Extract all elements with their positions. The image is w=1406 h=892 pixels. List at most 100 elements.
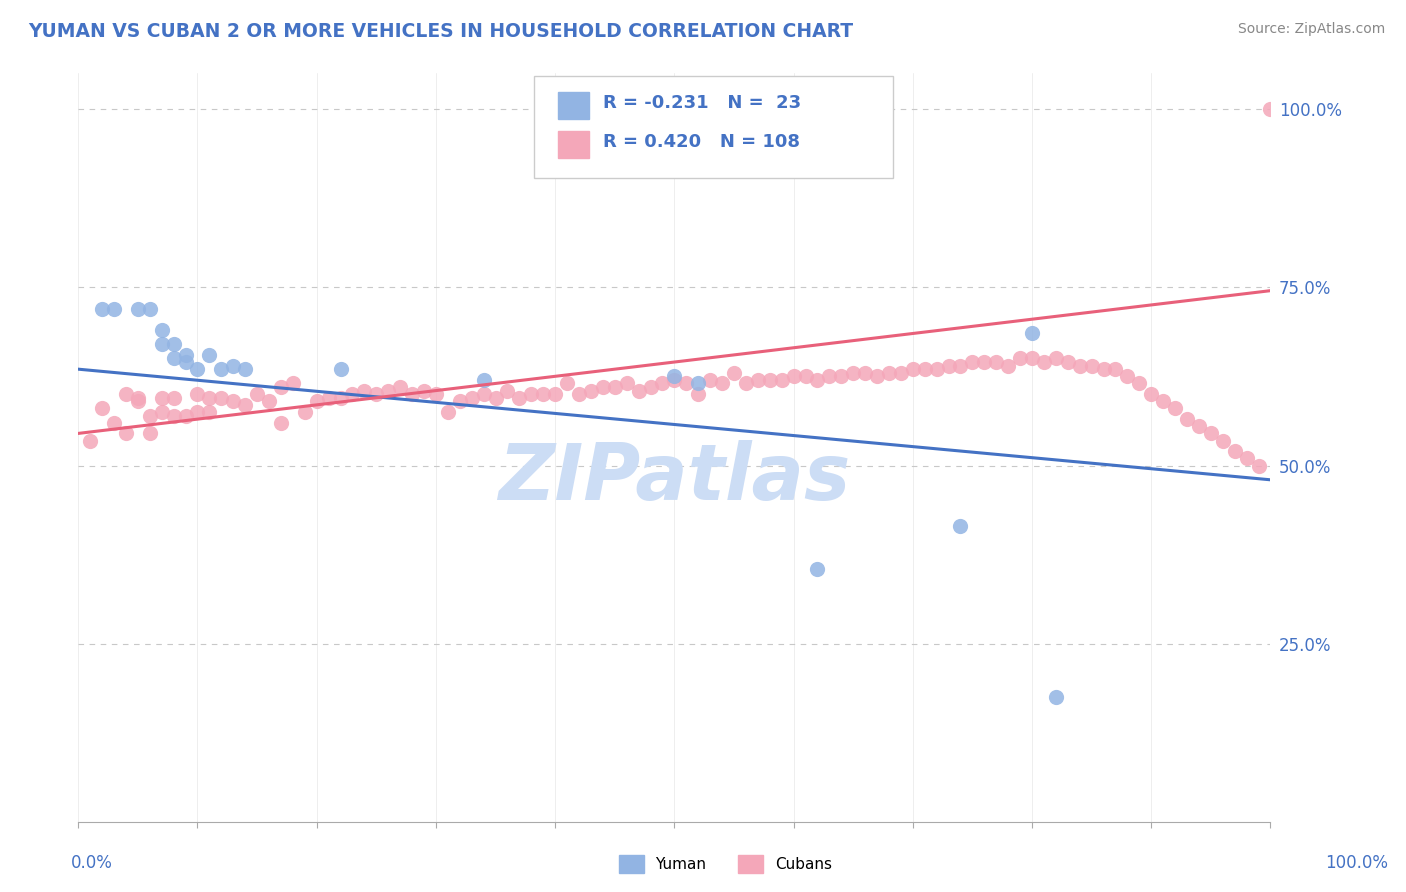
Text: YUMAN VS CUBAN 2 OR MORE VEHICLES IN HOUSEHOLD CORRELATION CHART: YUMAN VS CUBAN 2 OR MORE VEHICLES IN HOU…: [28, 22, 853, 41]
Point: [329, 362, 352, 376]
Point: [1080, 359, 1102, 373]
Point: [401, 387, 423, 401]
Point: [139, 426, 162, 441]
Point: [699, 373, 721, 387]
Point: [150, 337, 173, 351]
Point: [603, 380, 626, 394]
Point: [973, 355, 995, 369]
Point: [818, 369, 841, 384]
Point: [1092, 362, 1115, 376]
Point: [472, 387, 495, 401]
Point: [675, 376, 697, 391]
Point: [127, 394, 149, 409]
Text: R = -0.231   N =  23: R = -0.231 N = 23: [603, 94, 801, 112]
Text: Yuman: Yuman: [655, 857, 706, 871]
Point: [758, 373, 780, 387]
Point: [1175, 412, 1198, 426]
Point: [1152, 394, 1174, 409]
Point: [472, 373, 495, 387]
Point: [139, 301, 162, 316]
Point: [353, 384, 375, 398]
Point: [366, 387, 388, 401]
Point: [914, 362, 936, 376]
Point: [150, 323, 173, 337]
Point: [579, 384, 602, 398]
Point: [806, 373, 828, 387]
Point: [174, 409, 197, 423]
Point: [664, 373, 686, 387]
Point: [150, 391, 173, 405]
Point: [901, 362, 924, 376]
Point: [174, 355, 197, 369]
Point: [877, 366, 900, 380]
Point: [770, 373, 793, 387]
Point: [91, 401, 114, 416]
Point: [711, 376, 734, 391]
Point: [257, 394, 280, 409]
Point: [1236, 451, 1258, 466]
Point: [1045, 351, 1067, 366]
Point: [1010, 351, 1032, 366]
Point: [1260, 102, 1282, 116]
Point: [150, 405, 173, 419]
Point: [425, 387, 447, 401]
Point: [664, 369, 686, 384]
Point: [592, 380, 614, 394]
Point: [127, 301, 149, 316]
Point: [484, 391, 506, 405]
Point: [163, 351, 186, 366]
Point: [1188, 419, 1211, 434]
Point: [806, 562, 828, 576]
Point: [496, 384, 519, 398]
Point: [616, 376, 638, 391]
Text: R = 0.420   N = 108: R = 0.420 N = 108: [603, 133, 800, 151]
Point: [342, 387, 364, 401]
Point: [1140, 387, 1163, 401]
Point: [233, 362, 256, 376]
Point: [794, 369, 817, 384]
Point: [520, 387, 543, 401]
Point: [723, 366, 745, 380]
Point: [222, 394, 245, 409]
Text: ZIPatlas: ZIPatlas: [498, 440, 851, 516]
Point: [103, 416, 125, 430]
Point: [1045, 690, 1067, 705]
Text: 100.0%: 100.0%: [1326, 854, 1388, 871]
Point: [79, 434, 101, 448]
Point: [782, 369, 804, 384]
Point: [174, 348, 197, 362]
Point: [163, 337, 186, 351]
Point: [91, 301, 114, 316]
Point: [233, 398, 256, 412]
Point: [460, 391, 482, 405]
Point: [1128, 376, 1150, 391]
Point: [127, 391, 149, 405]
Point: [389, 380, 412, 394]
Point: [688, 376, 710, 391]
Point: [1164, 401, 1187, 416]
Point: [842, 366, 865, 380]
Point: [890, 366, 912, 380]
Point: [1021, 326, 1043, 341]
Point: [508, 391, 530, 405]
Point: [449, 394, 471, 409]
Point: [747, 373, 769, 387]
Point: [735, 376, 758, 391]
Point: [186, 362, 208, 376]
Point: [1104, 362, 1126, 376]
Point: [997, 359, 1019, 373]
Point: [949, 359, 972, 373]
Point: [222, 359, 245, 373]
Point: [1021, 351, 1043, 366]
Point: [568, 387, 591, 401]
Point: [555, 376, 578, 391]
Point: [198, 348, 221, 362]
Point: [377, 384, 399, 398]
Point: [986, 355, 1008, 369]
Point: [209, 391, 232, 405]
Point: [163, 409, 186, 423]
Point: [198, 391, 221, 405]
Point: [531, 387, 554, 401]
Point: [305, 394, 328, 409]
Text: Source: ZipAtlas.com: Source: ZipAtlas.com: [1237, 22, 1385, 37]
